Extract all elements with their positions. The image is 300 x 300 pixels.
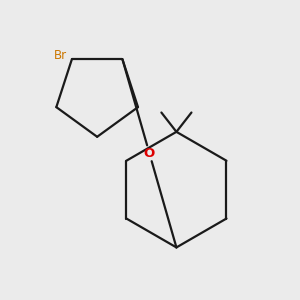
Text: Br: Br (54, 49, 67, 62)
Text: O: O (144, 147, 155, 160)
